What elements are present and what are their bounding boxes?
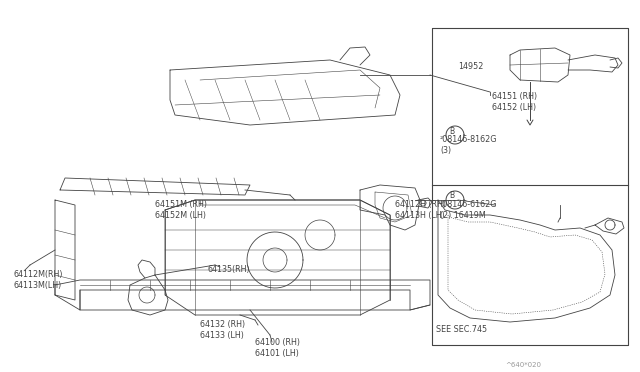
Text: B: B — [449, 126, 454, 135]
Text: 64151 (RH)
64152 (LH): 64151 (RH) 64152 (LH) — [492, 92, 537, 112]
Text: ²08146-6162G
(2) 16419M: ²08146-6162G (2) 16419M — [440, 200, 497, 220]
Text: SEE SEC.745: SEE SEC.745 — [436, 325, 487, 334]
Text: 64112M(RH)
64113M(LH): 64112M(RH) 64113M(LH) — [14, 270, 63, 290]
Text: 64112H (RH)
64113H (LH): 64112H (RH) 64113H (LH) — [395, 200, 446, 220]
Text: 64135(RH): 64135(RH) — [208, 265, 251, 274]
Text: ²08146-8162G
(3): ²08146-8162G (3) — [440, 135, 497, 155]
Text: B: B — [449, 192, 454, 201]
Text: 14952: 14952 — [458, 62, 483, 71]
Text: 64151M (RH)
64152M (LH): 64151M (RH) 64152M (LH) — [155, 200, 207, 220]
Text: ^640*020: ^640*020 — [505, 362, 541, 368]
Text: 64100 (RH)
64101 (LH): 64100 (RH) 64101 (LH) — [255, 338, 300, 358]
Text: 64132 (RH)
64133 (LH): 64132 (RH) 64133 (LH) — [200, 320, 245, 340]
